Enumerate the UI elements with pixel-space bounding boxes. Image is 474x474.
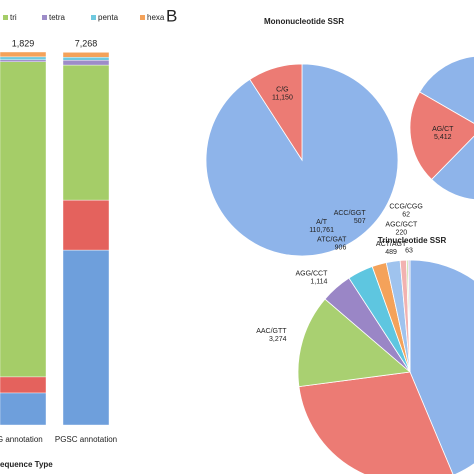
bar-segment <box>0 59 47 62</box>
slice-category-label: AGG/CCT <box>295 270 328 277</box>
panel-label: B <box>166 6 177 25</box>
legend-swatch <box>3 15 8 20</box>
bar-segment <box>0 56 47 61</box>
pie-slice <box>297 298 411 388</box>
bar-segment <box>62 249 110 426</box>
pie-slice <box>409 259 474 474</box>
legend-swatch <box>140 15 145 20</box>
slice-value-label: 220 <box>396 230 408 237</box>
bar-segment <box>62 199 110 251</box>
total-label: 7,268 <box>75 38 98 48</box>
pie-slice <box>407 259 411 373</box>
legend-label: tri <box>10 13 17 22</box>
slice-value-label: 1,114 <box>310 278 327 285</box>
slice-value-label: 5,412 <box>434 134 452 141</box>
pie-slice <box>249 63 303 162</box>
bar-segment <box>62 52 110 58</box>
slice-value-label: 110,761 <box>309 227 334 234</box>
slice-value-label: 63 <box>405 247 413 254</box>
legend-label: penta <box>98 13 119 22</box>
slice-category-label: AAC/GTT <box>256 328 287 335</box>
x-tick-label: TAG annotation <box>0 435 43 444</box>
slice-category-label: ACC/GGT <box>334 210 367 217</box>
x-tick-label: PGSC annotation <box>55 435 117 444</box>
slice-category-label: C/G <box>276 87 288 94</box>
slice-value-label: 62 <box>402 212 410 219</box>
total-label: 1,829 <box>12 38 35 48</box>
slice-category-label: ACT/AGT <box>376 241 407 248</box>
bar-segment <box>0 61 47 378</box>
slice-category-label: A/T <box>316 219 328 226</box>
slice-category-label: AGC/GCT <box>385 222 418 229</box>
slice-value-label: 11,150 <box>272 95 293 102</box>
slice-value-label: 507 <box>354 218 366 225</box>
bar-segment <box>62 60 110 66</box>
bar-segment <box>0 392 47 426</box>
legend-label: hexa <box>147 13 165 22</box>
pie-slice <box>419 56 474 200</box>
slice-value-label: 906 <box>335 244 347 251</box>
pie-title: Mononucleotide SSR <box>264 17 344 26</box>
slice-value-label: 489 <box>385 249 397 256</box>
bar-segment <box>62 64 110 201</box>
pie-slice <box>298 371 454 474</box>
bar-segment <box>0 51 47 58</box>
pie-title: Trinucleotide SSR <box>378 236 447 245</box>
bar-segment <box>62 57 110 61</box>
legend-swatch <box>91 15 96 20</box>
slice-category-label: CCG/CGG <box>389 204 422 211</box>
slice-category-label: AG/CT <box>432 126 454 133</box>
slice-value-label: 3,274 <box>269 336 287 343</box>
bar-segment <box>0 376 47 394</box>
slice-category-label: ATC/GAT <box>317 236 347 243</box>
pie-slice <box>409 91 474 181</box>
x-axis-label: equence Type <box>0 460 53 469</box>
pie-slice <box>205 63 399 257</box>
legend-swatch <box>42 15 47 20</box>
legend-label: tetra <box>49 13 66 22</box>
